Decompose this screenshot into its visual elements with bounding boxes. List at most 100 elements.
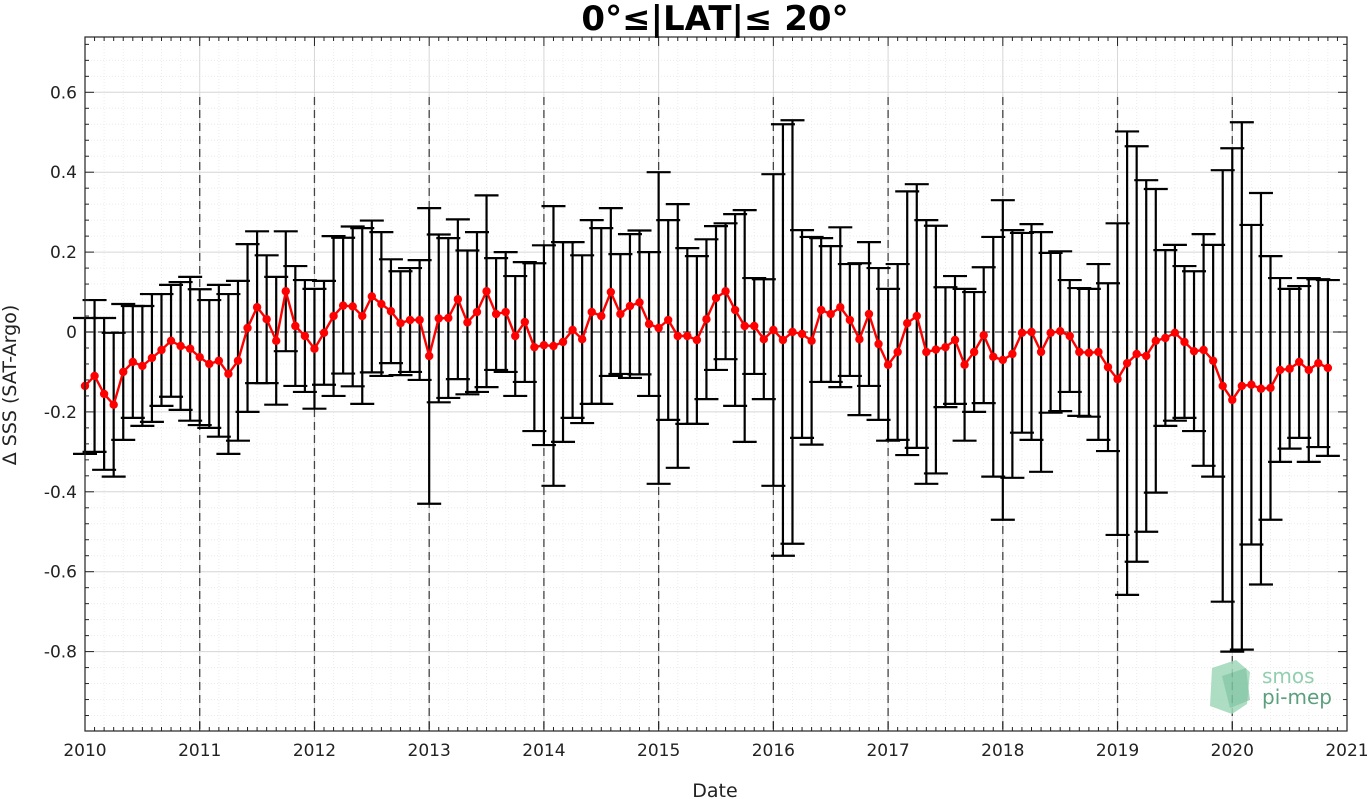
data-point (922, 347, 931, 357)
data-point (673, 331, 682, 341)
data-point (1208, 356, 1218, 365)
data-point (950, 335, 960, 345)
data-point (874, 339, 883, 349)
data-point (195, 352, 204, 362)
data-point (243, 323, 252, 333)
data-point (941, 342, 950, 352)
data-point (1256, 384, 1266, 393)
data-point (998, 355, 1008, 365)
data-point (616, 309, 625, 319)
data-point (1161, 333, 1170, 343)
data-point (759, 334, 769, 344)
data-point (625, 301, 635, 311)
data-point (530, 342, 539, 352)
x-tick-label: 2010 (63, 741, 106, 761)
data-point (979, 330, 988, 340)
data-point (711, 293, 721, 303)
data-point (721, 287, 730, 296)
data-point (1084, 348, 1094, 357)
data-point (176, 341, 185, 351)
data-point (960, 360, 969, 369)
data-point (501, 307, 510, 317)
chart-title: 0°≤|LAT|≤ 20° (581, 0, 848, 39)
data-point (1008, 349, 1017, 359)
x-tick-label: 2011 (178, 741, 221, 761)
data-point (769, 325, 778, 335)
data-point (396, 319, 405, 328)
y-axis-label: Δ SSS (SAT-Argo) (0, 305, 21, 465)
data-point (644, 319, 654, 329)
data-point (1218, 381, 1227, 391)
data-point (577, 334, 587, 344)
data-point (816, 305, 826, 315)
data-point (511, 331, 520, 341)
data-point (300, 331, 310, 341)
data-point (405, 315, 415, 325)
data-point (329, 311, 338, 321)
data-point (692, 335, 702, 345)
data-point (262, 315, 271, 324)
data-point (1266, 383, 1275, 393)
data-point (472, 307, 482, 317)
data-point (568, 325, 577, 335)
data-point (1113, 374, 1122, 384)
data-point (606, 287, 616, 297)
data-point (99, 389, 109, 399)
data-point (138, 361, 147, 371)
x-tick-label: 2017 (866, 741, 909, 761)
data-point (845, 315, 855, 325)
data-point (348, 302, 357, 311)
data-point (912, 311, 921, 321)
data-point (1151, 336, 1160, 345)
data-point (855, 334, 864, 344)
data-point (1314, 358, 1323, 368)
data-point (491, 309, 501, 319)
data-point (788, 327, 797, 337)
y-tick-label: -0.2 (44, 403, 77, 423)
data-point (453, 295, 463, 304)
data-point (1103, 362, 1113, 372)
data-point (377, 299, 386, 309)
data-point (1132, 349, 1141, 359)
data-point (1036, 347, 1046, 357)
data-point (205, 359, 214, 369)
data-point (549, 341, 558, 351)
data-point (883, 360, 893, 369)
tick-labels: 2010 2011 2012 2013 2014 2015 2016 2017 2018 2019… (44, 83, 1369, 761)
data-point (1294, 357, 1304, 367)
data-point (224, 369, 233, 379)
data-point (730, 305, 740, 315)
y-tick-label: -0.4 (44, 483, 77, 503)
data-point (683, 331, 692, 341)
logo-text-smos: smos (1262, 664, 1315, 688)
data-point (272, 336, 281, 345)
axes-frame (84, 36, 1348, 732)
data-point (807, 336, 816, 345)
data-point (1122, 358, 1132, 368)
data-point (424, 351, 434, 361)
data-point (520, 317, 529, 327)
data-point (663, 315, 673, 325)
data-point (1237, 381, 1247, 391)
y-tick-label: -0.6 (44, 563, 77, 583)
data-point (444, 313, 453, 323)
data-point (415, 315, 424, 325)
x-tick-label: 2014 (522, 741, 565, 761)
error-bars (73, 119, 1340, 653)
data-point (1075, 347, 1084, 357)
data-point (1055, 327, 1065, 336)
data-point (836, 303, 845, 312)
data-point (558, 337, 568, 347)
data-point (281, 287, 290, 296)
data-point (119, 367, 128, 377)
data-point (367, 292, 377, 301)
data-point (1304, 365, 1313, 375)
data-point (1323, 363, 1333, 373)
data-point (482, 287, 491, 296)
data-point (989, 352, 998, 361)
data-point (750, 321, 759, 331)
x-tick-label: 2021 (1325, 741, 1368, 761)
data-point (587, 307, 596, 317)
data-point (386, 307, 396, 316)
